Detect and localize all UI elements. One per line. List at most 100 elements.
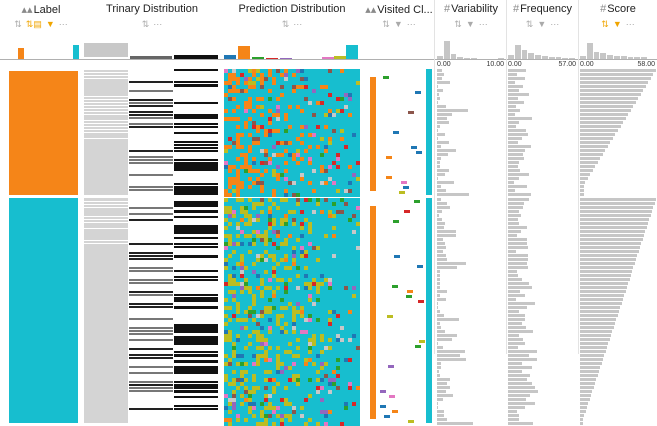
trinary-summary[interactable] bbox=[82, 33, 222, 60]
prediction-cell bbox=[340, 222, 344, 226]
prediction-cell bbox=[352, 202, 356, 206]
more-icon[interactable]: ⋯ bbox=[58, 19, 68, 29]
group-icon[interactable]: ⇅▤ bbox=[25, 19, 42, 29]
variability-group-1[interactable] bbox=[436, 69, 506, 196]
prediction-cell bbox=[336, 202, 340, 206]
label-group-teal[interactable] bbox=[9, 198, 78, 423]
prediction-cell bbox=[304, 69, 308, 73]
score-header[interactable]: #Score bbox=[579, 3, 657, 15]
prediction-cell bbox=[260, 226, 264, 230]
value-bar bbox=[437, 189, 446, 192]
prediction-cell bbox=[232, 286, 236, 290]
summary-mid-band bbox=[130, 56, 172, 59]
trinary-stripe bbox=[174, 351, 218, 353]
value-bar bbox=[508, 117, 532, 120]
score-group-1[interactable] bbox=[579, 69, 657, 196]
visited-cells bbox=[362, 69, 436, 423]
prediction-cell bbox=[240, 125, 244, 129]
prediction-cell bbox=[244, 137, 248, 141]
visited-group-2[interactable] bbox=[362, 198, 436, 423]
prediction-cell bbox=[356, 206, 360, 210]
trinary-header-text: Trinary Distribution bbox=[106, 3, 198, 15]
prediction-cell bbox=[272, 254, 276, 258]
prediction-cell bbox=[232, 218, 236, 222]
more-icon[interactable]: ⋯ bbox=[406, 19, 416, 29]
prediction-cell bbox=[336, 165, 340, 169]
more-icon[interactable]: ⋯ bbox=[153, 19, 163, 29]
prediction-cell bbox=[264, 141, 268, 145]
prediction-cell bbox=[292, 165, 296, 169]
filter-icon[interactable]: ▼ bbox=[537, 19, 547, 29]
variability-group-2[interactable] bbox=[436, 198, 506, 425]
prediction-cell bbox=[356, 214, 360, 218]
prediction-cell bbox=[304, 113, 308, 117]
prediction-cell bbox=[300, 145, 304, 149]
frequency-group-1[interactable] bbox=[507, 69, 578, 196]
prediction-cell bbox=[260, 210, 264, 214]
visited-summary[interactable] bbox=[362, 33, 436, 60]
prediction-group-2[interactable] bbox=[222, 198, 362, 426]
prediction-cell bbox=[276, 153, 280, 157]
visited-header[interactable]: ▴▴Visited Cl... bbox=[362, 3, 436, 16]
trinary-group-1[interactable] bbox=[82, 69, 222, 195]
value-bar bbox=[437, 402, 438, 405]
prediction-header[interactable]: Prediction Distribution bbox=[222, 3, 362, 15]
sort-desc-icon[interactable]: ⇅ bbox=[601, 19, 609, 29]
prediction-cell bbox=[336, 189, 340, 193]
label-header[interactable]: ▴▴Label bbox=[0, 3, 82, 16]
prediction-cell bbox=[332, 157, 336, 161]
prediction-cell bbox=[244, 125, 248, 129]
filter-icon[interactable]: ▼ bbox=[45, 19, 55, 29]
prediction-cell bbox=[244, 81, 248, 85]
frequency-histogram[interactable] bbox=[507, 33, 578, 60]
prediction-cell bbox=[344, 125, 348, 129]
value-bar bbox=[508, 73, 517, 76]
value-bar bbox=[437, 274, 440, 277]
prediction-cell bbox=[244, 129, 248, 133]
sort-icon[interactable]: ⇅ bbox=[141, 19, 150, 29]
frequency-header[interactable]: #Frequency bbox=[507, 3, 578, 15]
prediction-cell bbox=[352, 254, 356, 258]
value-bar bbox=[580, 230, 645, 233]
score-group-2[interactable] bbox=[579, 198, 657, 425]
frequency-group-2[interactable] bbox=[507, 198, 578, 425]
filter-icon[interactable]: ▼ bbox=[612, 19, 622, 29]
prediction-cell bbox=[292, 125, 296, 129]
prediction-cell bbox=[244, 246, 248, 250]
prediction-cell bbox=[312, 274, 316, 278]
variability-header[interactable]: #Variability bbox=[436, 3, 506, 15]
more-icon[interactable]: ⋯ bbox=[478, 19, 488, 29]
trinary-header[interactable]: Trinary Distribution bbox=[82, 3, 222, 15]
prediction-cell bbox=[324, 153, 328, 157]
prediction-cell bbox=[248, 189, 252, 193]
prediction-cell bbox=[228, 101, 232, 105]
sort-icon[interactable]: ⇅ bbox=[14, 19, 22, 29]
prediction-cell bbox=[312, 129, 316, 133]
sort-icon[interactable]: ⇅ bbox=[525, 19, 534, 29]
prediction-cell bbox=[356, 185, 360, 189]
filter-icon[interactable]: ▼ bbox=[393, 19, 403, 29]
visited-mark bbox=[411, 146, 417, 149]
more-icon[interactable]: ⋯ bbox=[293, 19, 303, 29]
value-bar bbox=[580, 181, 585, 184]
filter-icon[interactable]: ▼ bbox=[465, 19, 475, 29]
more-icon[interactable]: ⋯ bbox=[550, 19, 560, 29]
variability-histogram[interactable] bbox=[436, 33, 506, 60]
prediction-group-1[interactable] bbox=[222, 69, 362, 197]
prediction-cell bbox=[240, 69, 244, 73]
trinary-group-2[interactable] bbox=[82, 198, 222, 423]
prediction-cell bbox=[316, 125, 320, 129]
label-summary[interactable] bbox=[0, 33, 82, 60]
value-bar bbox=[508, 278, 522, 281]
score-histogram[interactable] bbox=[579, 33, 657, 60]
visited-group-1[interactable] bbox=[362, 69, 436, 195]
prediction-summary[interactable] bbox=[222, 33, 362, 60]
prediction-cell bbox=[344, 274, 348, 278]
sort-icon[interactable]: ⇅ bbox=[281, 19, 290, 29]
prediction-cell bbox=[316, 153, 320, 157]
label-group-orange[interactable] bbox=[9, 71, 78, 195]
sort-icon[interactable]: ⇅ bbox=[382, 19, 390, 29]
prediction-cell bbox=[240, 77, 244, 81]
sort-icon[interactable]: ⇅ bbox=[454, 19, 462, 29]
more-icon[interactable]: ⋯ bbox=[625, 19, 635, 29]
